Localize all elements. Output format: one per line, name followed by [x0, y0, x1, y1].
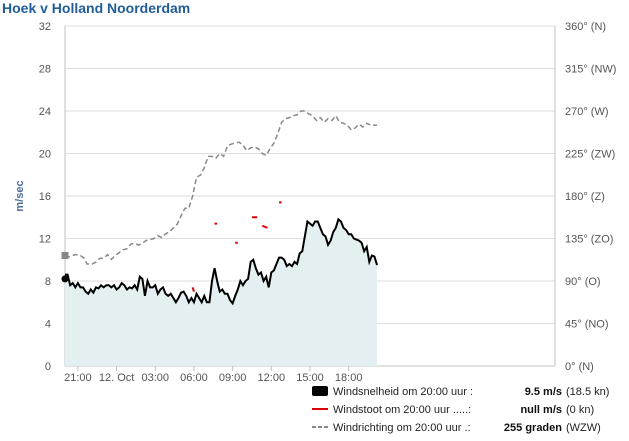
legend-label: Windsnelheid om 20:00 uur :	[333, 386, 473, 398]
y-tick-label: 32	[39, 21, 51, 33]
y-tick-label: 4	[45, 319, 51, 331]
y2-tick-label: 180° (Z)	[565, 191, 605, 203]
x-tick-label: 18:00	[335, 372, 363, 384]
y-tick-label: 24	[39, 106, 51, 118]
x-tick-label: 09:00	[219, 372, 247, 384]
legend-extra: (18.5 kn)	[566, 386, 609, 398]
legend-swatch-windsnelheid	[312, 386, 328, 396]
y-tick-label: 20	[39, 149, 51, 161]
y2-tick-label: 45° (NO)	[565, 319, 609, 331]
x-tick-label: 12:00	[258, 372, 286, 384]
y-tick-label: 0	[45, 361, 51, 373]
legend-label: Windrichting om 20:00 uur .:	[333, 422, 471, 434]
series-lines	[61, 110, 379, 306]
y-tick-label: 12	[39, 234, 51, 246]
legend[interactable]: Windsnelheid om 20:00 uur : 9.5 m/s (18.5 …	[312, 386, 609, 434]
tick-labels: 0 4 8 12 16 20 24 28 32 0° (N) 45° (NO) 90° (O) 135°…	[39, 21, 617, 384]
y-axis-label: m/sec	[14, 180, 26, 211]
windsnelheid-marker	[61, 275, 69, 283]
y-tick-label: 28	[39, 64, 51, 76]
y2-tick-label: 90° (O)	[565, 276, 601, 288]
y2-tick-label: 270° (W)	[565, 106, 609, 118]
legend-extra: (WZW)	[566, 422, 601, 434]
x-tick-label: 12. Oct	[99, 372, 134, 384]
x-tick-label: 06:00	[180, 372, 208, 384]
legend-extra: (0 kn)	[566, 404, 594, 416]
windstoot-mark	[191, 287, 195, 292]
legend-value: 9.5 m/s	[525, 386, 562, 398]
windsnelheid-line	[65, 217, 379, 306]
y2-tick-label: 360° (N)	[565, 21, 606, 33]
y-tick-label: 16	[39, 191, 51, 203]
x-tick-label: 21:00	[64, 372, 92, 384]
y2-tick-label: 135° (ZO)	[565, 234, 613, 246]
y2-tick-label: 315° (NW)	[565, 64, 616, 76]
legend-value: 255 graden	[504, 422, 562, 434]
windrichting-line	[64, 110, 378, 265]
y-tick-label: 8	[45, 276, 51, 288]
x-tick-label: 03:00	[141, 372, 169, 384]
legend-value: null m/s	[520, 404, 562, 416]
y2-tick-label: 225° (ZW)	[565, 149, 615, 161]
y2-tick-label: 0° (N)	[565, 361, 594, 373]
chart-title: Hoek v Holland Noorderdam	[2, 0, 190, 16]
legend-label: Windstoot om 20:00 uur .....:	[333, 404, 471, 416]
windrichting-marker	[61, 252, 69, 259]
windstoot-mark	[261, 224, 268, 229]
x-tick-label: 15:00	[296, 372, 324, 384]
